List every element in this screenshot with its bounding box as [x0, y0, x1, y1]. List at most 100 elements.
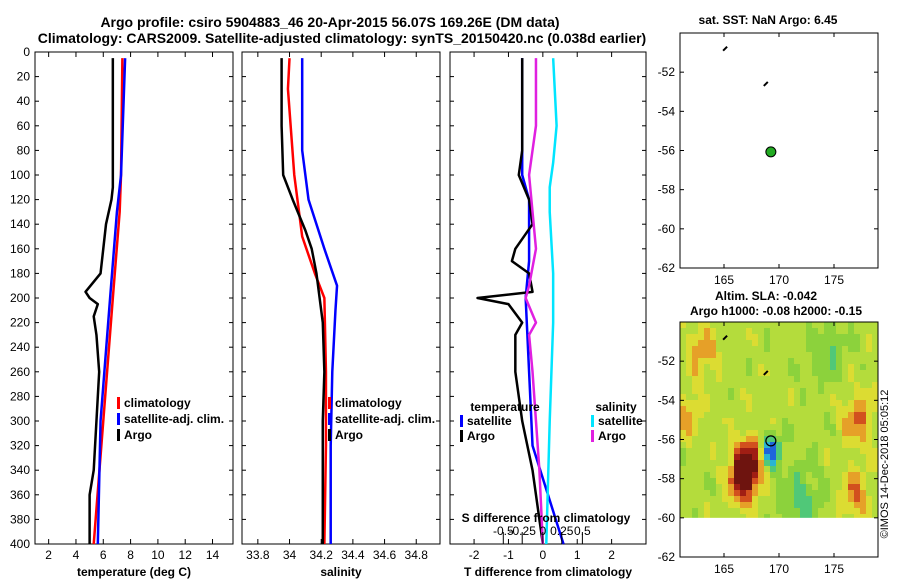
- sla-cell: [860, 442, 866, 448]
- sla-cell: [776, 364, 782, 370]
- sla-cell: [698, 412, 704, 418]
- sla-cell: [824, 502, 830, 508]
- series-line-satellite-adj-clim-: [96, 58, 127, 545]
- sla-cell: [860, 340, 866, 346]
- legend-label: Argo: [124, 428, 152, 442]
- sla-cell: [746, 502, 752, 508]
- sla-cell: [686, 484, 692, 490]
- sla-cell: [758, 448, 764, 454]
- sla-cell: [680, 406, 686, 412]
- sla-cell: [818, 406, 824, 412]
- sla-cell: [716, 442, 722, 448]
- sla-cell: [722, 484, 728, 490]
- sla-cell: [866, 460, 872, 466]
- sla-cell: [746, 460, 752, 466]
- sla-cell: [698, 334, 704, 340]
- sla-cell: [752, 502, 758, 508]
- sla-cell: [710, 358, 716, 364]
- sla-cell: [728, 508, 734, 514]
- sla-cell: [746, 424, 752, 430]
- sla-cell: [836, 340, 842, 346]
- sla-cell: [824, 394, 830, 400]
- sla-cell: [854, 352, 860, 358]
- sla-cell: [866, 418, 872, 424]
- sla-cell: [824, 388, 830, 394]
- sla-cell: [866, 346, 872, 352]
- sla-cell: [854, 424, 860, 430]
- sla-cell: [824, 430, 830, 436]
- sla-map-panel: 165 170 175 -52 -54 -56 -58 -60 -62 Altim. SLA: -…: [658, 289, 879, 576]
- sla-cell: [806, 334, 812, 340]
- sla-cell: [794, 442, 800, 448]
- sla-cell: [794, 352, 800, 358]
- sla-cell: [848, 502, 854, 508]
- sla-cell: [824, 328, 830, 334]
- sla-cell: [800, 400, 806, 406]
- x-tick-label: 0: [539, 548, 546, 562]
- sla-cell: [686, 388, 692, 394]
- sla-cell: [824, 400, 830, 406]
- sla-cell: [836, 424, 842, 430]
- sla-cell: [836, 466, 842, 472]
- sla-cell: [692, 352, 698, 358]
- sla-cell: [872, 496, 878, 502]
- sla-cell: [746, 400, 752, 406]
- sla-cell: [866, 484, 872, 490]
- sla-cell: [728, 370, 734, 376]
- sla-cell: [818, 370, 824, 376]
- sla-cell: [692, 388, 698, 394]
- sla-cell: [680, 496, 686, 502]
- sla-cell: [734, 472, 740, 478]
- sla-cell: [782, 514, 788, 518]
- sla-cell: [704, 328, 710, 334]
- sla-cell: [758, 370, 764, 376]
- x-tick-label: -2: [469, 548, 480, 562]
- sla-cell: [740, 382, 746, 388]
- sla-cell: [740, 496, 746, 502]
- sla-cell: [752, 478, 758, 484]
- sla-cell: [830, 484, 836, 490]
- sla-cell: [830, 442, 836, 448]
- sla-cell: [728, 442, 734, 448]
- sla-cell: [764, 454, 770, 460]
- sla-cell: [710, 442, 716, 448]
- sla-cell: [812, 466, 818, 472]
- sla-cell: [842, 352, 848, 358]
- sla-cell: [788, 484, 794, 490]
- sla-cell: [848, 436, 854, 442]
- sla-cell: [788, 358, 794, 364]
- sla-cell: [812, 424, 818, 430]
- sla-cell: [830, 388, 836, 394]
- map-y-tick-label: -52: [658, 65, 676, 79]
- sla-cell: [794, 460, 800, 466]
- sla-cell: [692, 394, 698, 400]
- sla-cell: [680, 424, 686, 430]
- title-line-1: Argo profile: csiro 5904883_46 20-Apr-20…: [100, 14, 559, 30]
- sla-cell: [806, 478, 812, 484]
- sla-cell: [734, 478, 740, 484]
- sla-cell: [710, 496, 716, 502]
- sla-cell: [818, 376, 824, 382]
- sla-cell: [722, 370, 728, 376]
- sla-cell: [752, 490, 758, 496]
- sla-cell: [698, 496, 704, 502]
- map-x-tick-label: 175: [824, 562, 844, 576]
- sla-cell: [872, 460, 878, 466]
- sla-cell: [758, 466, 764, 472]
- sla-cell: [716, 358, 722, 364]
- sla-cell: [782, 352, 788, 358]
- sla-cell: [860, 436, 866, 442]
- sla-cell: [866, 334, 872, 340]
- sla-cell: [812, 454, 818, 460]
- sla-cell: [788, 460, 794, 466]
- sla-cell: [770, 478, 776, 484]
- sla-cell: [782, 478, 788, 484]
- sla-cell: [692, 376, 698, 382]
- sla-cell: [818, 472, 824, 478]
- sla-cell: [812, 460, 818, 466]
- sla-cell: [758, 454, 764, 460]
- sla-cell: [704, 376, 710, 382]
- sla-cell: [692, 334, 698, 340]
- sla-cell: [734, 442, 740, 448]
- sla-cell: [836, 412, 842, 418]
